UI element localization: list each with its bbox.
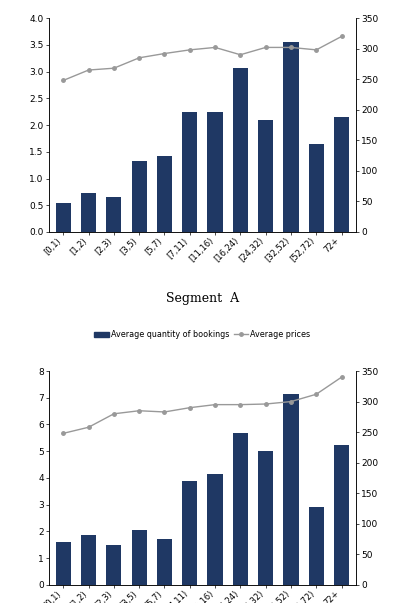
Legend: Average quantity of bookings, Average prices: Average quantity of bookings, Average pr…: [94, 330, 310, 339]
Bar: [157, 156, 172, 232]
Text: Segment  A: Segment A: [166, 292, 239, 305]
Bar: [309, 144, 324, 232]
Bar: [56, 203, 71, 232]
Bar: [157, 539, 172, 585]
Bar: [334, 117, 349, 232]
Bar: [334, 444, 349, 585]
Bar: [258, 119, 273, 232]
Bar: [106, 197, 122, 232]
Bar: [207, 112, 223, 232]
Bar: [81, 194, 96, 232]
Bar: [132, 162, 147, 232]
Bar: [207, 474, 223, 585]
Bar: [233, 432, 248, 585]
Bar: [258, 451, 273, 585]
Bar: [81, 535, 96, 585]
Bar: [309, 507, 324, 585]
Bar: [56, 541, 71, 585]
Bar: [182, 112, 198, 232]
Bar: [106, 545, 122, 585]
Bar: [132, 530, 147, 585]
Bar: [233, 68, 248, 232]
Bar: [182, 481, 198, 585]
Bar: [283, 394, 299, 585]
Bar: [283, 42, 299, 232]
